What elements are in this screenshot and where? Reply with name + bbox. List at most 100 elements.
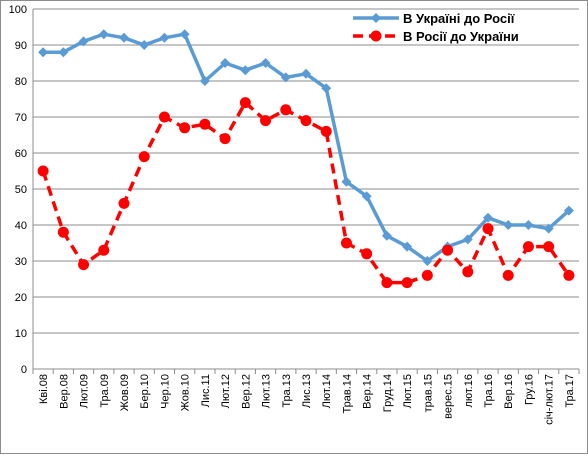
y-tick-label: 100 [9, 4, 27, 16]
x-tick-label: Тра.16 [483, 374, 495, 408]
x-tick-label: верес.15 [443, 374, 455, 419]
data-point-2 [320, 125, 332, 137]
data-point-1 [321, 83, 332, 94]
data-point-1 [361, 191, 372, 202]
data-point-2 [563, 269, 575, 281]
data-point-2 [78, 259, 90, 271]
data-point-2 [158, 111, 170, 123]
x-tick-label: трав.15 [422, 374, 434, 412]
data-point-2 [482, 223, 494, 235]
y-tick-label: 60 [15, 148, 27, 160]
data-point-1 [402, 241, 413, 252]
data-point-2 [199, 118, 211, 130]
data-point-1 [179, 29, 190, 40]
data-point-2 [260, 115, 272, 127]
data-point-1 [483, 212, 493, 223]
data-point-2 [502, 269, 514, 281]
data-point-1 [119, 32, 129, 43]
data-point-2 [543, 241, 555, 253]
x-tick-label: Лют.13 [261, 374, 273, 408]
data-point-2 [118, 197, 130, 209]
y-tick-label: 40 [15, 220, 27, 232]
x-axis: Кві.08 Вер.08 Лют.09 Тра.09 Жов.09 Бер.10 Чер.… [32, 368, 580, 425]
x-tick-label: лют.16 [463, 374, 475, 408]
legend-marker-2 [370, 30, 382, 42]
gridlines [33, 8, 579, 370]
x-tick-label: Вер.16 [503, 374, 515, 409]
x-tick-label: Трав.14 [341, 374, 353, 413]
x-tick-label: Вер.08 [58, 374, 70, 409]
data-point-1 [503, 220, 514, 230]
data-point-2 [280, 104, 292, 116]
data-point-1 [462, 234, 473, 245]
data-point-1 [523, 220, 534, 230]
data-point-1 [301, 68, 311, 79]
x-tick-label: Чер.10 [159, 374, 171, 409]
data-point-2 [340, 237, 352, 249]
data-point-1 [280, 72, 291, 83]
data-point-1 [563, 205, 574, 216]
y-tick-label: 20 [15, 292, 27, 304]
data-point-2 [462, 266, 474, 278]
x-tick-label: Лют.12 [220, 374, 232, 408]
data-point-2 [219, 133, 231, 145]
data-point-2 [179, 122, 191, 134]
data-point-2 [442, 244, 454, 256]
x-tick-label: Лют.15 [402, 374, 414, 408]
data-point-1 [199, 76, 210, 86]
y-axis: 0 10 20 30 40 50 60 70 80 90 100 [9, 4, 34, 376]
data-point-1 [159, 32, 170, 43]
data-point-2 [522, 241, 534, 253]
y-tick-label: 0 [21, 364, 27, 376]
x-tick-label: Лют.09 [79, 374, 91, 408]
x-tick-label: Тра.09 [99, 374, 111, 408]
x-tick-label: Гру.16 [523, 374, 535, 405]
x-tick-label: Бер.10 [139, 374, 151, 409]
y-tick-label: 30 [15, 256, 27, 268]
legend-label-2: В Росії до України [403, 29, 519, 44]
legend: В Україні до Росії В Росії до України [353, 11, 519, 44]
data-point-1 [220, 58, 231, 68]
data-point-1 [98, 29, 109, 40]
x-tick-label: Лют.14 [321, 374, 333, 408]
data-point-2 [300, 115, 312, 127]
data-point-1 [139, 40, 150, 50]
data-point-2 [361, 248, 373, 260]
x-tick-label: Лис.11 [200, 374, 212, 407]
data-point-1 [543, 223, 554, 234]
data-point-1 [58, 47, 69, 58]
y-tick-label: 10 [15, 328, 27, 340]
data-point-1 [381, 230, 392, 241]
series-group [37, 29, 575, 289]
legend-marker-1 [371, 13, 381, 23]
x-tick-label: Лис.13 [301, 374, 313, 408]
data-point-2 [37, 165, 49, 177]
x-tick-label: Вер.12 [240, 374, 252, 409]
x-tick-label: Жов.10 [180, 374, 192, 411]
data-point-2 [57, 226, 69, 238]
series-line-2 [41, 100, 571, 285]
data-point-1 [422, 256, 433, 266]
data-point-1 [341, 176, 352, 187]
data-point-1 [260, 58, 271, 68]
x-tick-label: Кві.08 [38, 374, 50, 404]
y-tick-label: 90 [15, 40, 27, 52]
data-point-1 [240, 65, 251, 76]
x-tick-label: Жов.09 [119, 374, 131, 411]
y-tick-label: 50 [15, 184, 27, 196]
x-tick-label: Вер.14 [362, 374, 374, 409]
data-point-2 [421, 269, 433, 281]
legend-label-1: В Україні до Росії [403, 11, 515, 26]
data-point-2 [138, 151, 150, 163]
y-tick-label: 80 [15, 76, 27, 88]
data-point-2 [98, 244, 110, 256]
data-point-2 [239, 97, 251, 109]
x-tick-label: січ-лют.17 [544, 374, 556, 425]
y-tick-label: 70 [15, 112, 27, 124]
x-tick-label: Тра.17 [564, 374, 576, 408]
x-tick-label: Тра.13 [281, 374, 293, 408]
data-point-1 [78, 36, 89, 47]
data-point-2 [401, 277, 413, 289]
